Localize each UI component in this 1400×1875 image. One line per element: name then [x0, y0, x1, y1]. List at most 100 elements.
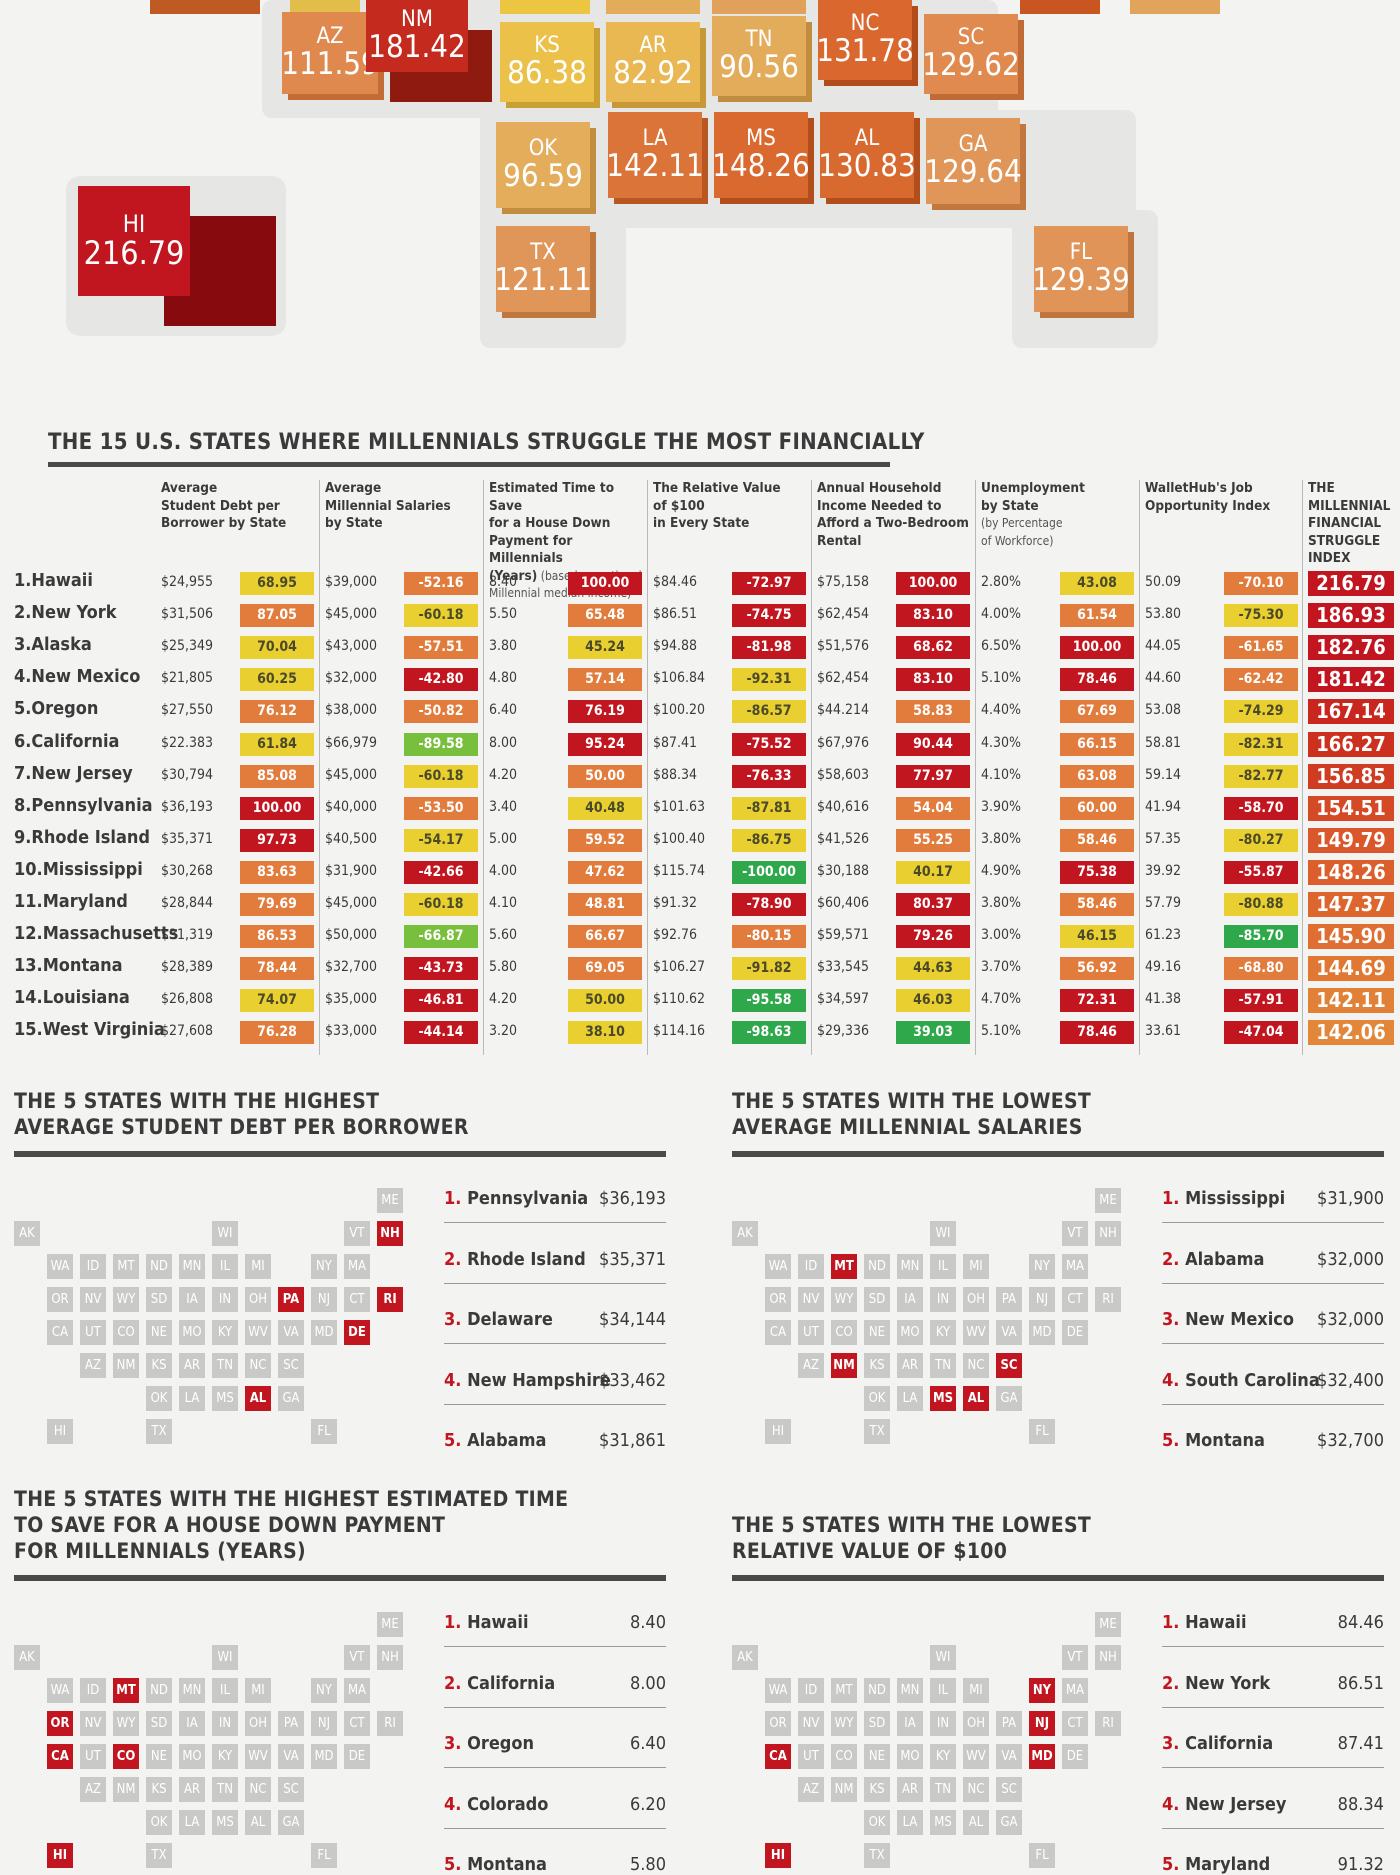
row-state-name: New Mexico [31, 666, 141, 688]
cell-score-box: -100.00 [732, 860, 806, 884]
ranked-item-number: 4. [444, 1793, 462, 1815]
ranked-item-separator [1162, 1767, 1384, 1768]
cell-score-box: -80.88 [1224, 893, 1298, 916]
panel-title-line: AVERAGE MILLENNIAL SALARIES [732, 1115, 1083, 1139]
ranked-item: 5. Maryland [1162, 1854, 1270, 1875]
map-tile-face: AL 130.83 [818, 112, 916, 198]
ranked-item-value: 6.40 [629, 1733, 666, 1754]
mini-map-state: OR [47, 1287, 73, 1312]
mini-map-state: OK [864, 1386, 890, 1411]
mini-map-state: FL [1029, 1843, 1055, 1868]
cell-score-box: 45.24 [568, 636, 642, 660]
ranked-item: 5. Alabama [444, 1430, 546, 1451]
ranked-item-separator [1162, 1282, 1384, 1284]
mini-map-state: NV [798, 1287, 824, 1312]
cell-struggle-index: 142.11 [1308, 988, 1394, 1014]
panel-title-rule [732, 1575, 1384, 1581]
map-tile-value: 90.56 [719, 49, 799, 86]
mini-map-state: MN [897, 1678, 923, 1703]
panel-title-rule [14, 1575, 666, 1581]
cell-score-box: -60.18 [404, 604, 478, 628]
ranked-item: 2. California [444, 1673, 555, 1694]
row-state-name: New York [31, 602, 117, 624]
cell-raw-value: $33,545 [817, 959, 870, 976]
ranked-item-state: Delaware [467, 1309, 553, 1330]
cell-score-box: -80.27 [1224, 828, 1298, 852]
mini-map-state: IN [930, 1711, 956, 1736]
map-tile-ga: GA 129.64 [924, 118, 1026, 210]
cell-struggle-index: 216.79 [1308, 571, 1394, 596]
table-row-state: 4.New Mexico [14, 666, 140, 687]
cell-raw-value: $36,193 [161, 798, 214, 815]
map-tile-value: 148.26 [712, 148, 810, 185]
cell-score-box: -53.50 [404, 796, 478, 820]
cell-raw-value: 44.05 [1145, 638, 1182, 655]
cell-raw-value: 5.10% [981, 1023, 1022, 1040]
ranked-item-separator [1162, 1706, 1384, 1708]
cell-score-box: -68.80 [1224, 957, 1298, 981]
mini-map-state: CA [47, 1744, 73, 1769]
mini-map-state: NV [798, 1711, 824, 1736]
mini-map-state: KS [864, 1353, 890, 1378]
map-tile-value: 142.11 [606, 148, 704, 185]
map-tile-face: AZ 111.59 [281, 12, 379, 94]
cell-raw-value: $27,608 [161, 1023, 214, 1040]
ranked-item-number: 4. [1162, 1369, 1180, 1391]
mini-map-state: VA [996, 1744, 1022, 1769]
mini-map-state: NH [1095, 1645, 1121, 1670]
cell-raw-value: $35,000 [325, 991, 378, 1008]
cell-raw-value: 4.10% [981, 766, 1022, 783]
cell-raw-value: 4.70% [981, 991, 1022, 1008]
map-tile-abbrev: TN [745, 27, 773, 53]
ranked-item-value: 6.20 [629, 1793, 666, 1815]
mini-map-state: CT [344, 1711, 370, 1736]
cell-struggle-index: 181.42 [1308, 667, 1394, 693]
row-rank: 10. [14, 858, 43, 880]
cell-score-box: 100.00 [240, 796, 314, 820]
mini-map-state: KY [212, 1320, 238, 1345]
cell-raw-value: 41.38 [1145, 991, 1182, 1008]
cell-score-box: 63.08 [1060, 764, 1134, 788]
mini-map-state: SC [278, 1777, 304, 1802]
ranked-item-value: 84.46 [1337, 1612, 1384, 1633]
cell-score-box: 60.00 [1060, 796, 1134, 820]
map-tile-abbrev: NC [850, 11, 880, 37]
map-tile-abbrev: OK [528, 136, 558, 162]
mini-map-state: IA [897, 1711, 923, 1736]
ranked-item-state: Hawaii [1185, 1612, 1247, 1633]
mini-map-state: ND [864, 1678, 890, 1703]
mini-map-state: AR [897, 1353, 923, 1378]
cell-score-box: 61.54 [1060, 604, 1134, 628]
ranked-item-state: Alabama [1185, 1248, 1265, 1270]
ranked-item: 2. Alabama [1162, 1249, 1264, 1270]
mini-map-state: WV [245, 1744, 271, 1769]
cell-score-box: -75.52 [732, 732, 806, 756]
cell-raw-value: 3.40 [489, 798, 518, 815]
mini-map-state: TX [146, 1419, 172, 1444]
cell-raw-value: $31,900 [325, 862, 378, 879]
ranked-item-state: Rhode Island [467, 1248, 586, 1270]
mini-map-state: MT [831, 1678, 857, 1703]
mini-map-state: AL [245, 1386, 271, 1411]
mini-map-state: VA [996, 1320, 1022, 1345]
ranked-item-separator [1162, 1827, 1384, 1829]
cell-raw-value: $32,700 [325, 959, 378, 976]
ranked-item-value: $33,462 [599, 1369, 666, 1391]
ranked-item-state: South Carolina [1185, 1369, 1320, 1391]
cell-score-box: -60.18 [404, 764, 478, 788]
ranked-item-separator [1162, 1403, 1384, 1405]
ranked-item: 1. Hawaii [1162, 1612, 1247, 1633]
mini-map-state: NE [146, 1320, 172, 1345]
cell-raw-value: $34,597 [817, 991, 870, 1008]
mini-map-state: HI [47, 1419, 73, 1444]
ranked-item-value: $32,400 [1317, 1369, 1384, 1391]
ranked-item-number: 5. [444, 1430, 462, 1451]
row-rank: 9. [14, 826, 32, 848]
cell-raw-value: $75,158 [817, 574, 870, 590]
mini-map-state: SD [864, 1711, 890, 1736]
ranked-item: 3. Oregon [444, 1733, 534, 1754]
ranked-item-number: 1. [1162, 1188, 1180, 1209]
cell-score-box: 43.08 [1060, 572, 1134, 595]
mini-map-state: KS [146, 1777, 172, 1802]
mini-map-state: OR [765, 1287, 791, 1312]
